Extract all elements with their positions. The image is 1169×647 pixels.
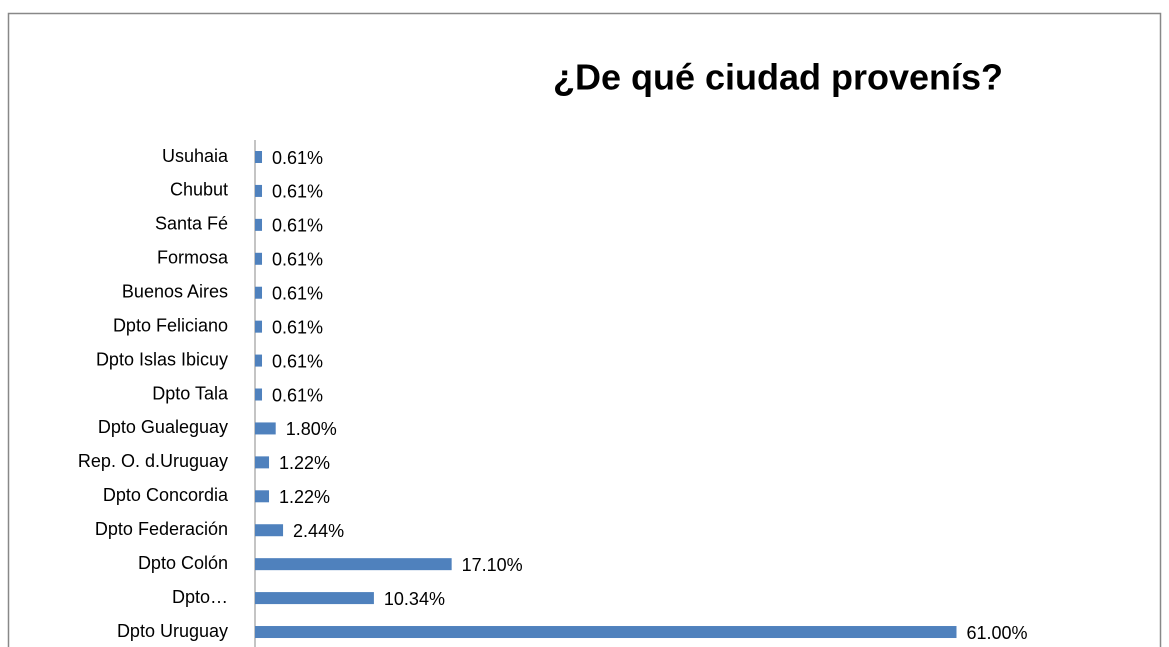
data-label: 1.22% — [279, 487, 330, 507]
category-label: Dpto Concordia — [103, 485, 229, 505]
category-label: Dpto Feliciano — [113, 315, 228, 335]
data-label: 0.61% — [272, 216, 323, 236]
category-label: Rep. O. d.Uruguay — [78, 451, 228, 471]
bar — [255, 354, 263, 367]
data-label: 0.61% — [272, 351, 323, 371]
bar — [255, 388, 263, 401]
chart-title: ¿De qué ciudad provenís? — [553, 57, 1003, 98]
category-label: Dpto Colón — [138, 553, 228, 573]
data-label: 2.44% — [293, 521, 344, 541]
category-label: Santa Fé — [155, 214, 228, 234]
data-label: 61.00% — [967, 623, 1028, 643]
bar — [255, 422, 276, 435]
data-label: 1.80% — [286, 419, 337, 439]
bar — [255, 490, 270, 503]
category-label: Dpto Islas Ibicuy — [96, 349, 228, 369]
data-label: 0.61% — [272, 182, 323, 202]
data-label: 1.22% — [279, 453, 330, 473]
data-label: 0.61% — [272, 283, 323, 303]
data-label: 10.34% — [384, 589, 445, 609]
bar — [255, 456, 270, 469]
bar — [255, 592, 374, 605]
data-label: 0.61% — [272, 317, 323, 337]
category-label: Formosa — [157, 248, 229, 268]
category-label: Dpto Federación — [95, 519, 228, 539]
category-label: Dpto Uruguay — [117, 621, 228, 641]
bar — [255, 252, 263, 265]
category-label: Dpto Gualeguay — [98, 417, 228, 437]
bar — [255, 320, 263, 333]
category-label: Chubut — [170, 180, 228, 200]
category-label: Usuhaia — [162, 146, 229, 166]
chart-frame — [7, 12, 1162, 647]
data-label: 0.61% — [272, 385, 323, 405]
bar — [255, 184, 263, 197]
bar — [255, 151, 263, 163]
bar — [255, 286, 263, 299]
data-label: 0.61% — [272, 250, 323, 270]
category-label: Dpto Tala — [152, 383, 229, 403]
bar — [255, 558, 452, 571]
data-label: 17.10% — [462, 555, 523, 575]
bar — [255, 626, 957, 639]
bar — [255, 218, 263, 231]
category-label: Dpto… — [172, 587, 228, 607]
category-label: Buenos Aires — [122, 281, 228, 301]
data-label: 0.61% — [272, 148, 323, 168]
bar — [255, 524, 284, 537]
